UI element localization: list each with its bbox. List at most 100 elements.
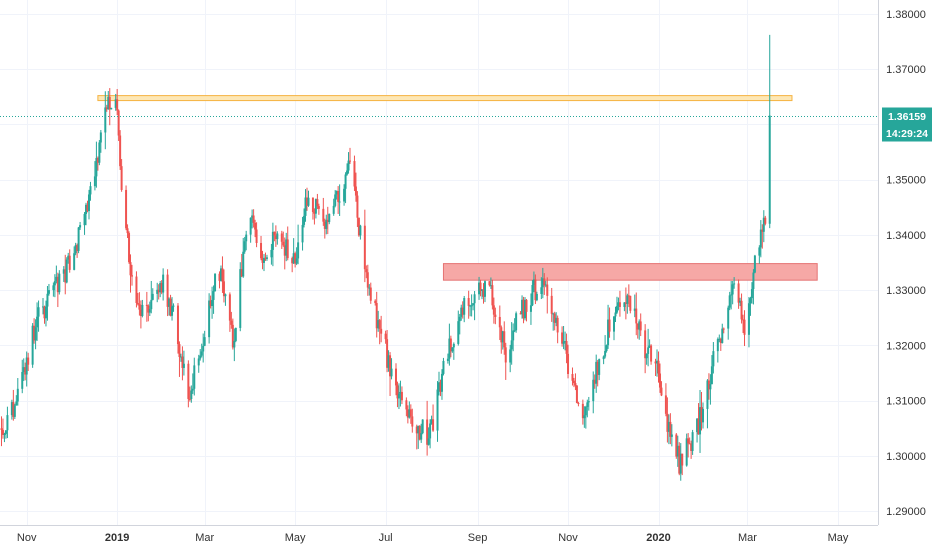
candle xyxy=(436,381,439,442)
candle xyxy=(359,224,362,240)
candle xyxy=(251,209,254,229)
candle xyxy=(294,251,297,268)
candle xyxy=(733,277,736,289)
candle xyxy=(430,415,433,425)
candle xyxy=(363,209,366,283)
candle xyxy=(503,321,506,355)
time-axis[interactable]: Nov 2019 Mar May Jul Sep Nov 2020 Mar May xyxy=(0,525,932,550)
support-resistance-zone[interactable] xyxy=(442,263,818,281)
candle xyxy=(169,294,172,317)
candle xyxy=(626,293,629,314)
candle xyxy=(491,279,494,310)
candle xyxy=(421,419,424,435)
resistance-zone[interactable] xyxy=(97,95,793,102)
candle xyxy=(58,270,61,295)
candle xyxy=(617,297,620,311)
candle xyxy=(36,302,39,341)
candle xyxy=(768,34,771,229)
candle xyxy=(242,237,245,278)
candle xyxy=(482,283,485,304)
candle xyxy=(740,293,743,324)
candle xyxy=(618,290,621,317)
candle xyxy=(587,396,590,411)
candle xyxy=(64,254,67,295)
candle xyxy=(162,268,165,301)
candle xyxy=(15,395,18,406)
candle xyxy=(747,297,750,348)
price-axis[interactable]: 1.29000 1.30000 1.31000 1.32000 1.33000 1.340… xyxy=(878,0,932,550)
candle xyxy=(555,312,558,327)
candle xyxy=(639,313,642,337)
candle xyxy=(645,353,648,365)
candle xyxy=(117,109,120,142)
candle xyxy=(716,337,719,363)
candle xyxy=(415,424,418,450)
candle xyxy=(719,337,722,351)
candle xyxy=(335,190,338,200)
candle xyxy=(535,291,538,302)
candle xyxy=(150,280,153,314)
price-tick-label: 1.31000 xyxy=(886,396,926,408)
candle xyxy=(556,315,559,344)
candle xyxy=(125,185,128,231)
candle xyxy=(13,403,16,420)
candle xyxy=(564,331,567,351)
time-tick-label: Jul xyxy=(379,532,393,544)
candle xyxy=(168,297,171,316)
candle xyxy=(276,231,279,245)
candle xyxy=(159,280,162,298)
candle xyxy=(200,343,203,358)
price-tick-label: 1.35000 xyxy=(886,175,926,187)
candle xyxy=(384,330,387,344)
candle xyxy=(83,212,86,235)
countdown-label-bg xyxy=(882,124,932,142)
candle xyxy=(608,307,611,338)
candle xyxy=(452,342,455,360)
price-tick-label: 1.38000 xyxy=(886,9,926,21)
candle xyxy=(128,231,131,264)
candle xyxy=(581,399,584,425)
time-tick-label: May xyxy=(828,532,849,544)
candle xyxy=(534,274,537,305)
candle xyxy=(509,344,512,373)
candle xyxy=(513,318,516,333)
candle xyxy=(742,314,745,334)
candle xyxy=(240,253,243,278)
candle xyxy=(546,277,549,314)
candle xyxy=(432,404,435,432)
candle xyxy=(593,374,596,389)
candle xyxy=(151,288,154,301)
candle xyxy=(567,344,570,379)
candle xyxy=(160,280,163,295)
candle xyxy=(264,252,267,261)
candle xyxy=(86,200,89,213)
candle xyxy=(22,358,25,381)
candle xyxy=(148,301,151,317)
candle xyxy=(752,269,755,305)
candle xyxy=(231,318,234,350)
candle xyxy=(87,189,90,220)
candle xyxy=(338,184,341,216)
candle xyxy=(394,363,397,396)
candle xyxy=(494,307,497,325)
candle xyxy=(666,397,669,443)
candle xyxy=(233,328,236,362)
candle xyxy=(654,358,657,376)
candle xyxy=(343,184,346,206)
candle xyxy=(77,226,80,254)
candle xyxy=(595,354,598,393)
candle xyxy=(572,377,575,388)
candle xyxy=(575,385,578,404)
time-tick-label: Nov xyxy=(558,532,578,544)
candle xyxy=(440,369,443,400)
candle xyxy=(400,386,403,405)
candle xyxy=(334,189,337,208)
candle xyxy=(397,383,400,410)
candle xyxy=(47,283,50,296)
candle xyxy=(701,402,704,429)
candle xyxy=(211,286,214,319)
candle xyxy=(182,350,185,376)
candle xyxy=(728,291,731,311)
candle xyxy=(332,198,335,216)
